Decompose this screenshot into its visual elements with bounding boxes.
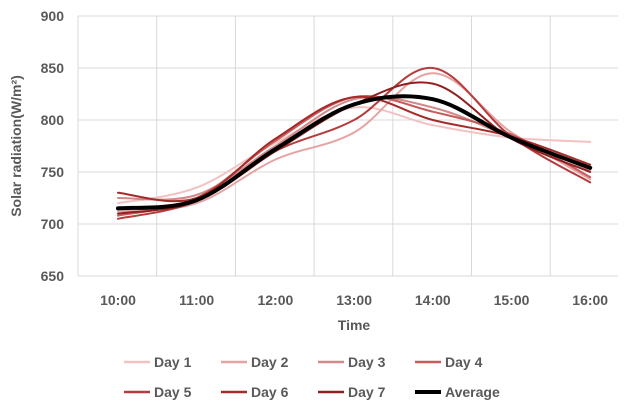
y-axis-title: Solar radiation(W/m²) <box>8 75 24 217</box>
x-tick-label: 15:00 <box>494 292 530 308</box>
series-line-day-3 <box>117 95 592 201</box>
y-tick-label: 800 <box>41 112 65 128</box>
x-tick-label: 12:00 <box>257 292 293 308</box>
series-lines <box>116 66 593 220</box>
series-line-day-2 <box>117 72 592 213</box>
x-tick-label: 11:00 <box>179 292 214 308</box>
y-tick-label: 900 <box>41 8 65 24</box>
series-line-day-1 <box>117 106 592 205</box>
y-tick-labels: 650 700 750 800 850 900 <box>41 8 65 284</box>
x-tick-labels: 10:00 11:00 12:00 13:00 14:00 15:00 16:00 <box>100 292 608 308</box>
legend-label: Day 3 <box>348 354 386 370</box>
legend-label: Day 5 <box>154 384 192 400</box>
x-tick-label: 10:00 <box>100 292 136 308</box>
y-tick-label: 700 <box>41 216 65 232</box>
series-line-day-6 <box>117 95 592 203</box>
legend-label: Day 4 <box>445 354 483 370</box>
series-line-average <box>116 94 593 211</box>
legend: Day 1 Day 2 Day 3 Day 4 Day 5 Day 6 Day 7 Avera… <box>124 354 500 400</box>
y-tick-label: 850 <box>41 60 65 76</box>
x-axis-title: Time <box>338 317 371 333</box>
legend-label: Day 1 <box>154 354 192 370</box>
series-line-day-7 <box>117 81 592 215</box>
legend-label: Day 2 <box>251 354 289 370</box>
x-tick-label: 16:00 <box>572 292 608 308</box>
x-tick-label: 13:00 <box>336 292 372 308</box>
legend-label: Day 7 <box>348 384 386 400</box>
y-tick-label: 650 <box>41 268 65 284</box>
y-tick-label: 750 <box>41 164 65 180</box>
grid-lines <box>77 15 618 277</box>
x-tick-label: 14:00 <box>415 292 451 308</box>
legend-label: Day 6 <box>251 384 289 400</box>
legend-label: Average <box>445 384 500 400</box>
